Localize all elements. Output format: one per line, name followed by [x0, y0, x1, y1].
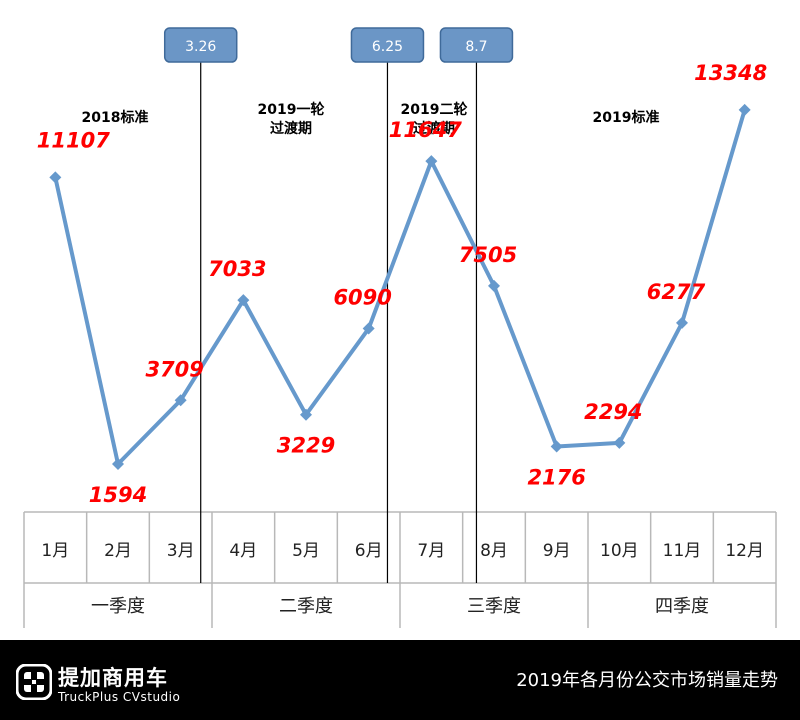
footer-bar: 提加商用车 TruckPlus CVstudio 2019年各月份公交市场销量走…	[0, 640, 800, 720]
data-point-marker	[738, 103, 751, 116]
data-value-label: 13348	[694, 61, 767, 85]
quarter-label: 一季度	[91, 596, 145, 617]
period-label-line: 过渡期	[413, 120, 455, 137]
data-value-label: 1594	[89, 483, 147, 507]
period-label-line: 过渡期	[270, 120, 312, 137]
data-point-marker	[362, 322, 375, 335]
data-value-label: 6090	[333, 286, 391, 310]
data-value-label: 2176	[527, 465, 585, 489]
month-label: 2月	[104, 541, 132, 561]
data-value-label: 11647	[389, 118, 462, 142]
data-value-label: 11107	[37, 128, 110, 152]
data-point-marker	[237, 294, 250, 307]
data-point-marker	[174, 394, 187, 407]
month-label: 6月	[355, 541, 383, 561]
month-label: 12月	[725, 541, 764, 561]
month-label: 10月	[600, 541, 639, 561]
data-point-marker	[112, 457, 124, 470]
quarter-label: 四季度	[655, 596, 709, 617]
date-callout-box	[163, 27, 238, 63]
date-callout-box	[350, 27, 425, 63]
data-value-label: 6277	[647, 280, 706, 304]
period-label-line: 2018标准	[82, 109, 149, 126]
date-marker-lines: 3.26 6.25 8.7	[163, 27, 514, 583]
month-label: 11月	[663, 541, 702, 561]
truckplus-logo-icon	[16, 664, 52, 700]
brand-name: 提加商用车	[58, 666, 168, 690]
data-point-marker	[550, 440, 563, 453]
data-value-label: 7033	[208, 257, 266, 281]
period-label: 2019标准	[593, 109, 660, 126]
month-label: 3月	[167, 541, 195, 561]
period-label-line: 2019二轮	[401, 101, 468, 118]
data-value-label: 2294	[584, 400, 642, 424]
month-label: 7月	[417, 541, 445, 561]
date-callout-label: 8.7	[465, 39, 487, 55]
data-value-label: 3229	[277, 434, 335, 458]
date-callout-label: 6.25	[372, 39, 403, 55]
value-labels: 11107 1594 3709 7033 3229 6090 11647 7505 2176 22…	[37, 61, 767, 507]
data-point-marker	[425, 155, 438, 168]
chart-caption: 2019年各月份公交市场销量走势	[516, 670, 778, 691]
data-point-marker	[613, 436, 626, 449]
data-point-marker	[488, 279, 500, 292]
quarter-label: 二季度	[279, 596, 333, 617]
data-point-marker	[49, 171, 62, 184]
period-label-line: 2019标准	[593, 109, 660, 126]
data-point-marker	[300, 408, 312, 421]
month-label: 8月	[480, 541, 508, 561]
month-label: 5月	[292, 541, 320, 561]
series-line	[49, 103, 751, 470]
data-point-marker	[676, 316, 688, 329]
series-line-path	[53, 109, 747, 466]
month-label: 9月	[543, 541, 571, 561]
period-label-line: 2019一轮	[258, 101, 325, 118]
quarter-label: 三季度	[467, 596, 521, 617]
data-value-label: 3709	[145, 357, 203, 381]
period-label: 2019一轮过渡期	[258, 101, 325, 137]
data-value-label: 7505	[459, 243, 517, 267]
period-label: 2019二轮过渡期	[401, 101, 468, 137]
brand-subtitle: TruckPlus CVstudio	[58, 690, 181, 704]
date-callout-box	[439, 27, 514, 63]
month-label: 1月	[41, 541, 69, 561]
period-label: 2018标准	[82, 109, 149, 126]
date-callout-label: 3.26	[185, 39, 216, 55]
month-label: 4月	[229, 541, 257, 561]
